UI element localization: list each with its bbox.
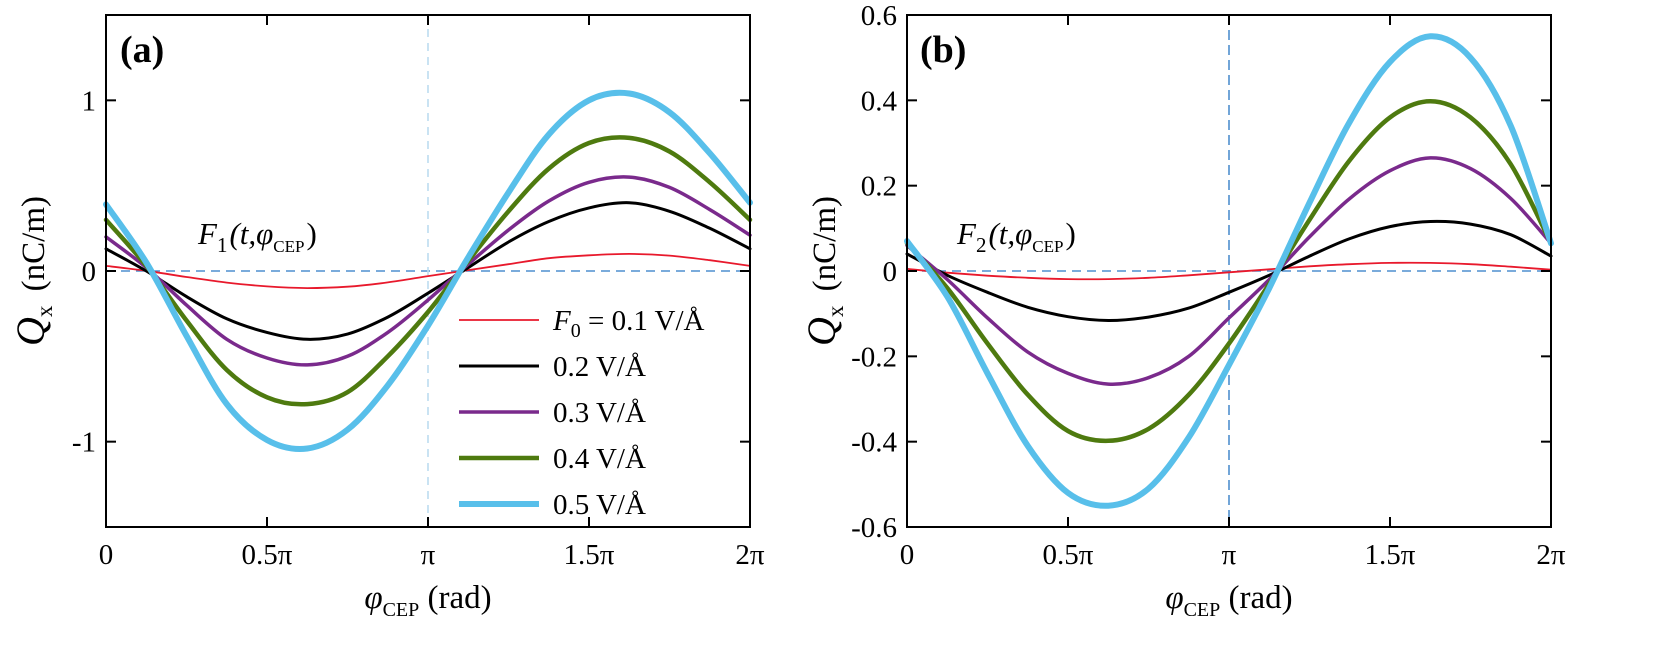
legend: F0 = 0.1 V/Å 0.2 V/Å 0.3 V/Å 0.4 V/Å 0.5 V/Å <box>459 305 705 521</box>
y-tick-label: 0.4 <box>861 85 898 117</box>
x-tick-label: π <box>421 539 436 571</box>
series-line-01 <box>105 253 751 289</box>
function-annotation: F1(t,φCEP) <box>197 216 317 257</box>
panel-a: 0 0.5π π 1.5π 2π -1 0 1 (a) F1(t,φCEP) φCEP (rad) Q… <box>8 14 765 621</box>
x-axis-title: φCEP (rad) <box>1165 580 1292 621</box>
legend-label: 0.4 V/Å <box>553 443 646 475</box>
x-tick-label: 1.5π <box>564 539 615 571</box>
series-line-05 <box>904 33 1554 509</box>
y-tick-label: 0.2 <box>861 171 897 203</box>
y-axis-title: Qx (nC/m) <box>8 196 57 346</box>
x-tick-label: π <box>1222 539 1237 571</box>
x-tick-label: 1.5π <box>1365 539 1416 571</box>
panel-label: (b) <box>920 29 966 71</box>
y-tick-label: 0.6 <box>861 0 897 32</box>
legend-label: 0.2 V/Å <box>553 351 646 383</box>
y-tick-label: 0 <box>883 256 898 288</box>
legend-label: 0.5 V/Å <box>553 489 646 521</box>
x-tick-label: 2π <box>735 539 765 571</box>
series-line-02 <box>905 219 1553 323</box>
x-tick-label: 0 <box>900 539 915 571</box>
y-tick-label: -0.4 <box>851 427 897 459</box>
series-line-02 <box>104 201 752 341</box>
y-axis-title: Qx (nC/m) <box>799 196 848 346</box>
series-line-03 <box>905 156 1553 386</box>
series-group <box>103 89 753 452</box>
y-tick-label: -1 <box>72 427 96 459</box>
legend-label: F0 = 0.1 V/Å <box>552 305 705 342</box>
series-line-05 <box>103 89 753 452</box>
x-tick-label: 2π <box>1536 539 1566 571</box>
series-line-03 <box>104 175 752 367</box>
series-line-01 <box>906 261 1552 281</box>
x-axis-title: φCEP (rad) <box>364 580 491 621</box>
x-tick-label: 0.5π <box>1043 539 1094 571</box>
y-tick-label: 1 <box>82 85 97 117</box>
y-tick-label: -0.2 <box>851 341 897 373</box>
x-tick-label: 0 <box>99 539 114 571</box>
y-tick-label: 0 <box>82 256 97 288</box>
function-annotation: F2(t,φCEP) <box>956 216 1076 257</box>
panel-b: 0 0.5π π 1.5π 2π -0.6 -0.4 -0.2 0 0.2 0.4 0.6 (b) F2(… <box>799 0 1566 621</box>
series-line-04 <box>103 135 753 407</box>
series-group <box>904 33 1554 509</box>
x-tick-label: 0.5π <box>242 539 293 571</box>
panel-label: (a) <box>120 29 164 71</box>
legend-label: 0.3 V/Å <box>553 397 646 429</box>
series-line-04 <box>904 98 1554 444</box>
y-tick-label: -0.6 <box>851 512 897 544</box>
